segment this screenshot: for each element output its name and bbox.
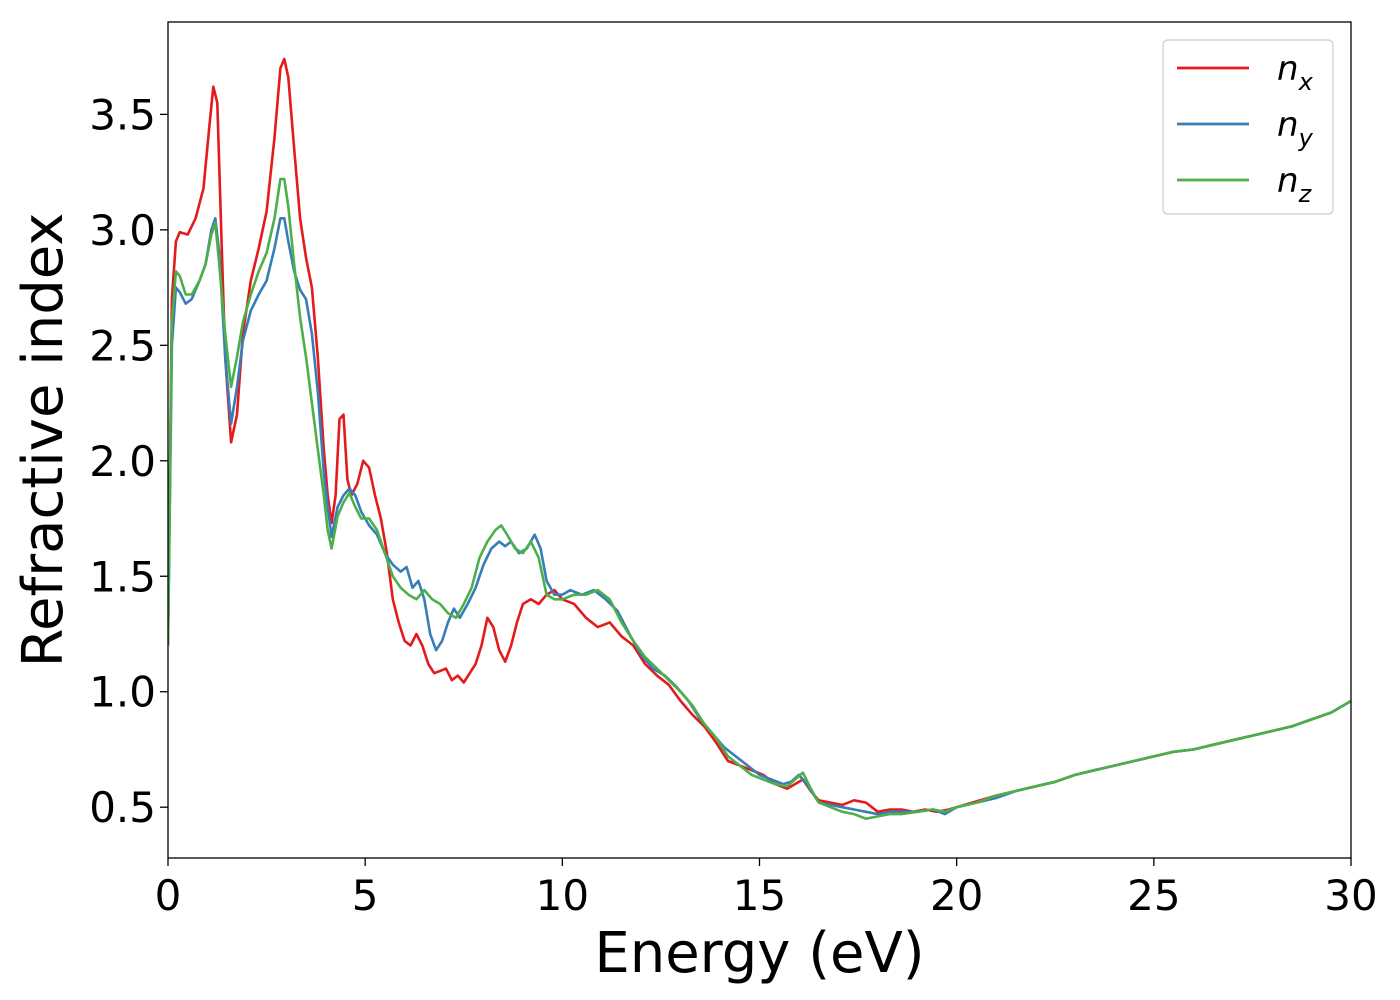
series-line-z — [168, 177, 1351, 820]
y-axis-title: Refractive index — [11, 213, 76, 668]
y-tick-label: 2.0 — [89, 437, 156, 486]
x-tick-label: 30 — [1324, 871, 1377, 920]
x-tick-label: 5 — [352, 871, 379, 920]
series-line-y — [168, 217, 1351, 816]
x-tick-label: 10 — [536, 871, 589, 920]
x-tick-label: 20 — [930, 871, 983, 920]
y-tick-label: 3.0 — [89, 206, 156, 255]
y-tick-label: 1.5 — [89, 552, 156, 601]
legend-label-z: nz — [1277, 161, 1313, 208]
y-tick-label: 3.5 — [89, 90, 156, 139]
y-tick-label: 2.5 — [89, 321, 156, 370]
plot-area-frame — [167, 21, 1352, 859]
y-tick-label: 0.5 — [89, 783, 156, 832]
plot-series — [168, 57, 1351, 820]
x-tick-label: 25 — [1127, 871, 1180, 920]
x-axis: 0 5 10 15 20 25 30 — [155, 858, 1378, 920]
y-tick-label: 1.0 — [89, 668, 156, 717]
x-tick-label: 0 — [155, 871, 182, 920]
x-axis-title: Energy (eV) — [594, 921, 924, 986]
legend-box — [1162, 39, 1334, 215]
x-tick-label: 15 — [733, 871, 786, 920]
y-axis: 0.5 1.0 1.5 2.0 2.5 3.0 3.5 — [89, 90, 168, 832]
